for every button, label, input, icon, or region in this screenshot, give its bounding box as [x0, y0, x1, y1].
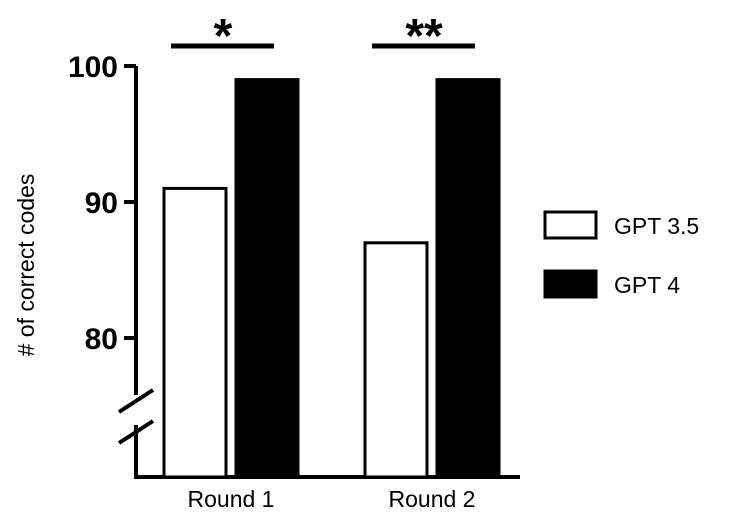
significance-label: ** — [405, 10, 443, 63]
legend-label: GPT 3.5 — [614, 213, 699, 239]
y-tick-label: 90 — [85, 187, 118, 220]
bar-gpt-4-round-1 — [234, 78, 300, 479]
y-tick-label: 80 — [85, 323, 118, 356]
legend-swatch-gpt-4 — [543, 269, 598, 299]
y-tick-label: 100 — [68, 51, 118, 84]
significance-markers: * ** — [171, 10, 475, 63]
y-axis-label: # of correct codes — [13, 174, 39, 357]
x-tick-label: Round 2 — [389, 486, 476, 512]
legend-label: GPT 4 — [614, 272, 680, 298]
x-ticks: Round 1 Round 2 — [188, 486, 476, 512]
bar-gpt-4-round-2 — [435, 78, 501, 479]
bar-gpt-3-5-round-1 — [162, 186, 228, 479]
y-ticks: 80 90 100 — [68, 51, 136, 356]
legend: GPT 3.5 GPT 4 — [543, 210, 699, 299]
bar-gpt-3-5-round-2 — [363, 241, 429, 479]
bars — [162, 78, 501, 479]
axis-break-mark-2 — [117, 419, 155, 445]
x-tick-label: Round 1 — [188, 486, 275, 512]
significance-label: * — [214, 10, 233, 63]
axis-break-mark-1 — [117, 388, 155, 414]
legend-swatch-gpt-3-5 — [543, 210, 598, 240]
